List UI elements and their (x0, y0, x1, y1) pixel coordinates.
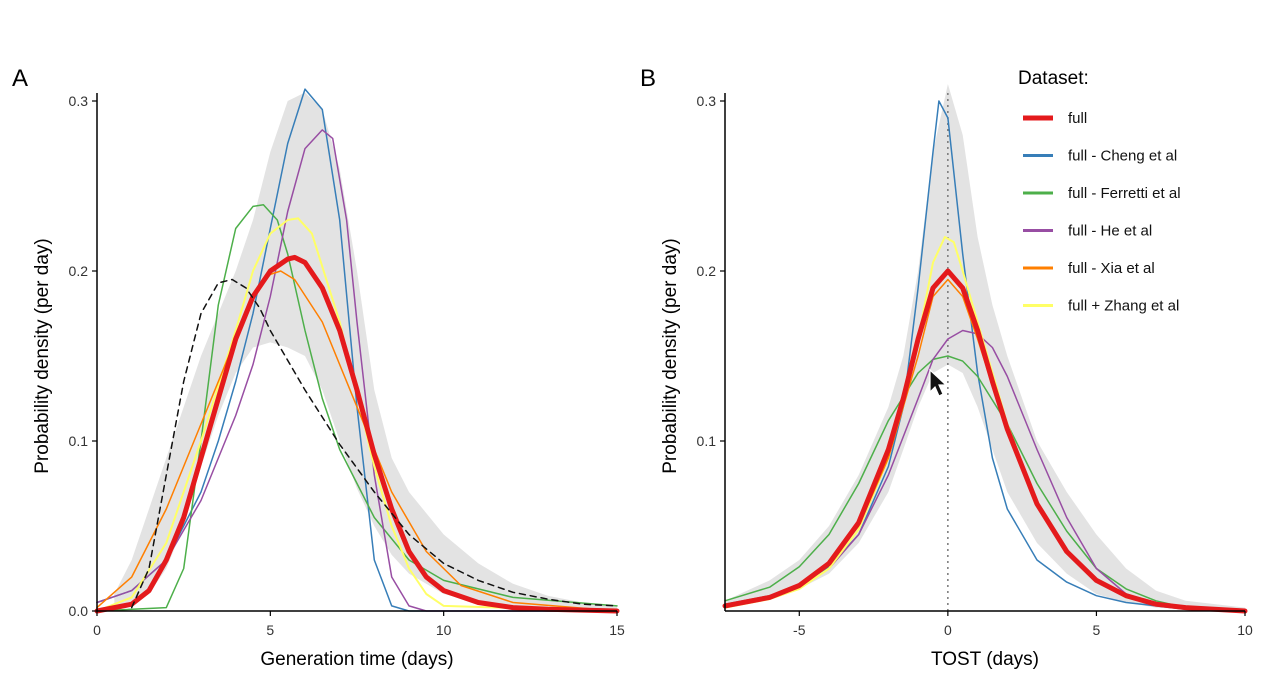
series-line (96, 270, 618, 612)
x-tick-label: 15 (609, 622, 625, 638)
y-axis-title: Probability density (per day) (660, 238, 681, 474)
series-line (130, 278, 618, 609)
x-tick-label: -5 (793, 622, 806, 638)
x-axis-title: Generation time (days) (260, 649, 453, 670)
legend-label: full + Zhang et al (1068, 298, 1179, 315)
series-line (96, 88, 618, 612)
series-line (96, 217, 618, 612)
panel-letter: B (640, 65, 656, 92)
panel-a: A 0 5 10 15 0.0 0.1 0.2 0.3 Generation time (days… (12, 65, 625, 670)
legend-label: full - Xia et al (1068, 260, 1155, 277)
series-line (94, 254, 620, 614)
y-tick-label: 0.2 (697, 263, 717, 279)
x-axis-title: TOST (days) (931, 649, 1039, 670)
y-tick-label: 0.1 (697, 433, 717, 449)
legend-title: Dataset: (1018, 68, 1089, 89)
series-line (724, 355, 1246, 612)
mouse-pointer-icon (929, 368, 948, 397)
series-line (722, 268, 1248, 614)
x-tick-label: 0 (944, 622, 952, 638)
x-tick-label: 5 (266, 622, 274, 638)
legend-label: full - Cheng et al (1068, 148, 1177, 165)
panel-b: B -5 0 5 10 0.1 0.2 0.3 TOST (days) Probability d… (640, 65, 1253, 670)
x-tick-label: 10 (436, 622, 452, 638)
x-tick-label: 10 (1237, 622, 1253, 638)
legend: Dataset: full full - Cheng et al full - Fer… (1018, 68, 1181, 315)
uncertainty-ribbon (114, 92, 618, 611)
y-axis-title: Probability density (per day) (32, 238, 53, 474)
y-tick-label: 0.0 (69, 603, 89, 619)
x-tick-label: 0 (93, 622, 101, 638)
y-tick-label: 0.1 (69, 433, 89, 449)
panel-letter: A (12, 65, 28, 92)
y-tick-label: 0.3 (697, 93, 717, 109)
series-line (96, 129, 618, 612)
y-tick-label: 0.3 (69, 93, 89, 109)
legend-label: full - He et al (1068, 223, 1152, 240)
legend-label: full (1068, 110, 1087, 127)
y-tick-label: 0.2 (69, 263, 89, 279)
x-tick-label: 5 (1093, 622, 1101, 638)
legend-label: full - Ferretti et al (1068, 185, 1181, 202)
